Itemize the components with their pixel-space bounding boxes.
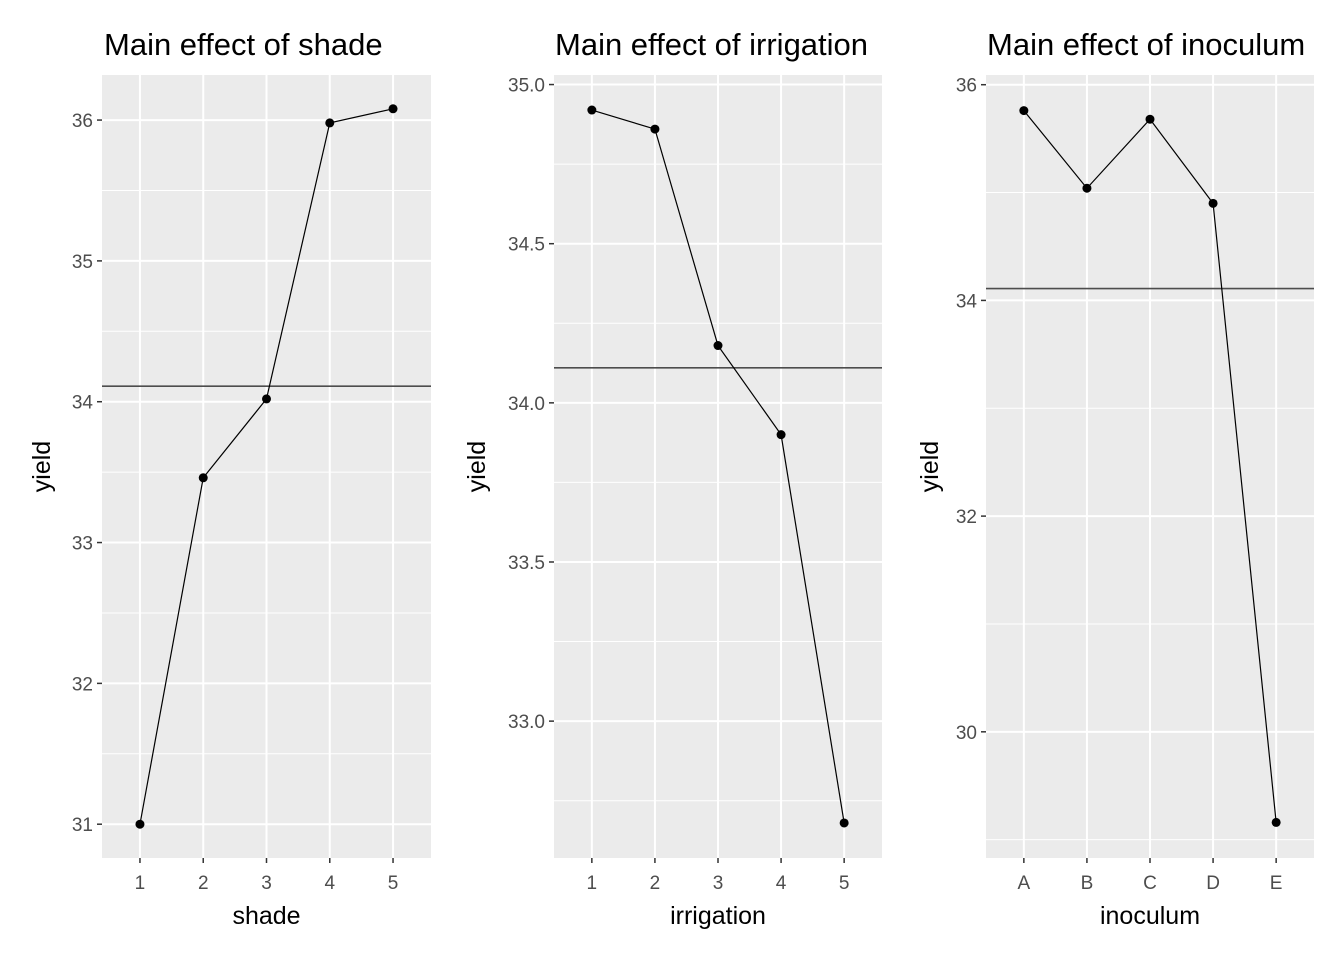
chart-1-point-2 [198, 473, 208, 483]
chart-1-xtick-label-2: 3 [261, 873, 272, 894]
chart-2-point-5 [839, 818, 849, 828]
chart-2-point-1 [587, 105, 597, 115]
chart-2-ytick-label-1: 33.5 [508, 553, 545, 574]
chart-3-xtick-label-2: C [1143, 873, 1157, 894]
chart-3-ytick-label-1: 32 [956, 507, 977, 528]
chart-2-ytick-label-0: 33.0 [508, 712, 545, 733]
chart-2-y-axis-title: yield [463, 441, 491, 492]
chart-1-title: Main effect of shade [104, 27, 383, 62]
chart-3-xtick-label-3: D [1206, 873, 1220, 894]
chart-1-ytick-label-5: 36 [72, 111, 93, 132]
chart-1-xtick-label-4: 5 [388, 873, 399, 894]
chart-1-point-1 [135, 819, 145, 829]
chart-1-ytick-label-4: 35 [72, 252, 93, 273]
chart-1-ytick-label-3: 34 [72, 393, 94, 414]
chart-1-xtick-label-1: 2 [198, 873, 209, 894]
chart-2-ytick-label-3: 34.5 [508, 235, 545, 256]
chart-1-ytick-label-2: 33 [72, 534, 93, 555]
chart-2-point-3 [713, 341, 723, 351]
chart-2-ytick-label-2: 34.0 [508, 394, 545, 415]
chart-2-xtick-label-0: 1 [587, 873, 598, 894]
chart-1-x-axis-title: shade [232, 902, 300, 930]
chart-1-point-5 [388, 104, 398, 114]
chart-3-ytick-label-0: 30 [956, 723, 977, 744]
chart-3-y-axis-title: yield [916, 441, 944, 492]
chart-2-ytick-label-4: 35.0 [508, 76, 545, 97]
chart-2-x-axis-title: irrigation [670, 902, 766, 930]
chart-3-title: Main effect of inoculum [987, 27, 1305, 62]
chart-3-point-2 [1082, 183, 1092, 193]
chart-2-xtick-label-2: 3 [713, 873, 724, 894]
chart-1-xtick-label-0: 1 [135, 873, 146, 894]
chart-2-xtick-label-4: 5 [839, 873, 850, 894]
chart-1-ytick-label-0: 31 [72, 815, 93, 836]
chart-3-ytick-label-3: 36 [956, 76, 977, 97]
chart-1-y-axis-title: yield [28, 441, 56, 492]
chart-3-ytick-label-2: 34 [956, 291, 978, 312]
chart-3: 30 32 34 36 A B C D E Main effect of inoculum inoc… [916, 27, 1314, 930]
chart-1-ytick-label-1: 32 [72, 674, 93, 695]
chart-2-title: Main effect of irrigation [555, 27, 868, 62]
chart-1-xtick-label-3: 4 [324, 873, 335, 894]
chart-2-xtick-label-1: 2 [650, 873, 661, 894]
chart-3-point-4 [1208, 198, 1218, 208]
chart-3-xtick-label-4: E [1270, 873, 1283, 894]
chart-3-xtick-label-1: B [1081, 873, 1094, 894]
chart-1-point-4 [325, 118, 335, 128]
chart-3-point-5 [1271, 817, 1281, 827]
chart-1-point-3 [262, 394, 271, 404]
chart-2: 33.0 33.5 34.0 34.5 35.0 1 2 3 4 5 Main effect of … [463, 27, 882, 930]
chart-3-xtick-label-0: A [1018, 873, 1031, 894]
chart-2-point-4 [776, 430, 786, 440]
chart-2-xtick-label-3: 4 [776, 873, 787, 894]
chart-3-x-axis-title: inoculum [1100, 902, 1200, 930]
chart-2-point-2 [650, 124, 660, 134]
chart-3-point-1 [1019, 106, 1029, 116]
chart-3-point-3 [1145, 114, 1155, 124]
